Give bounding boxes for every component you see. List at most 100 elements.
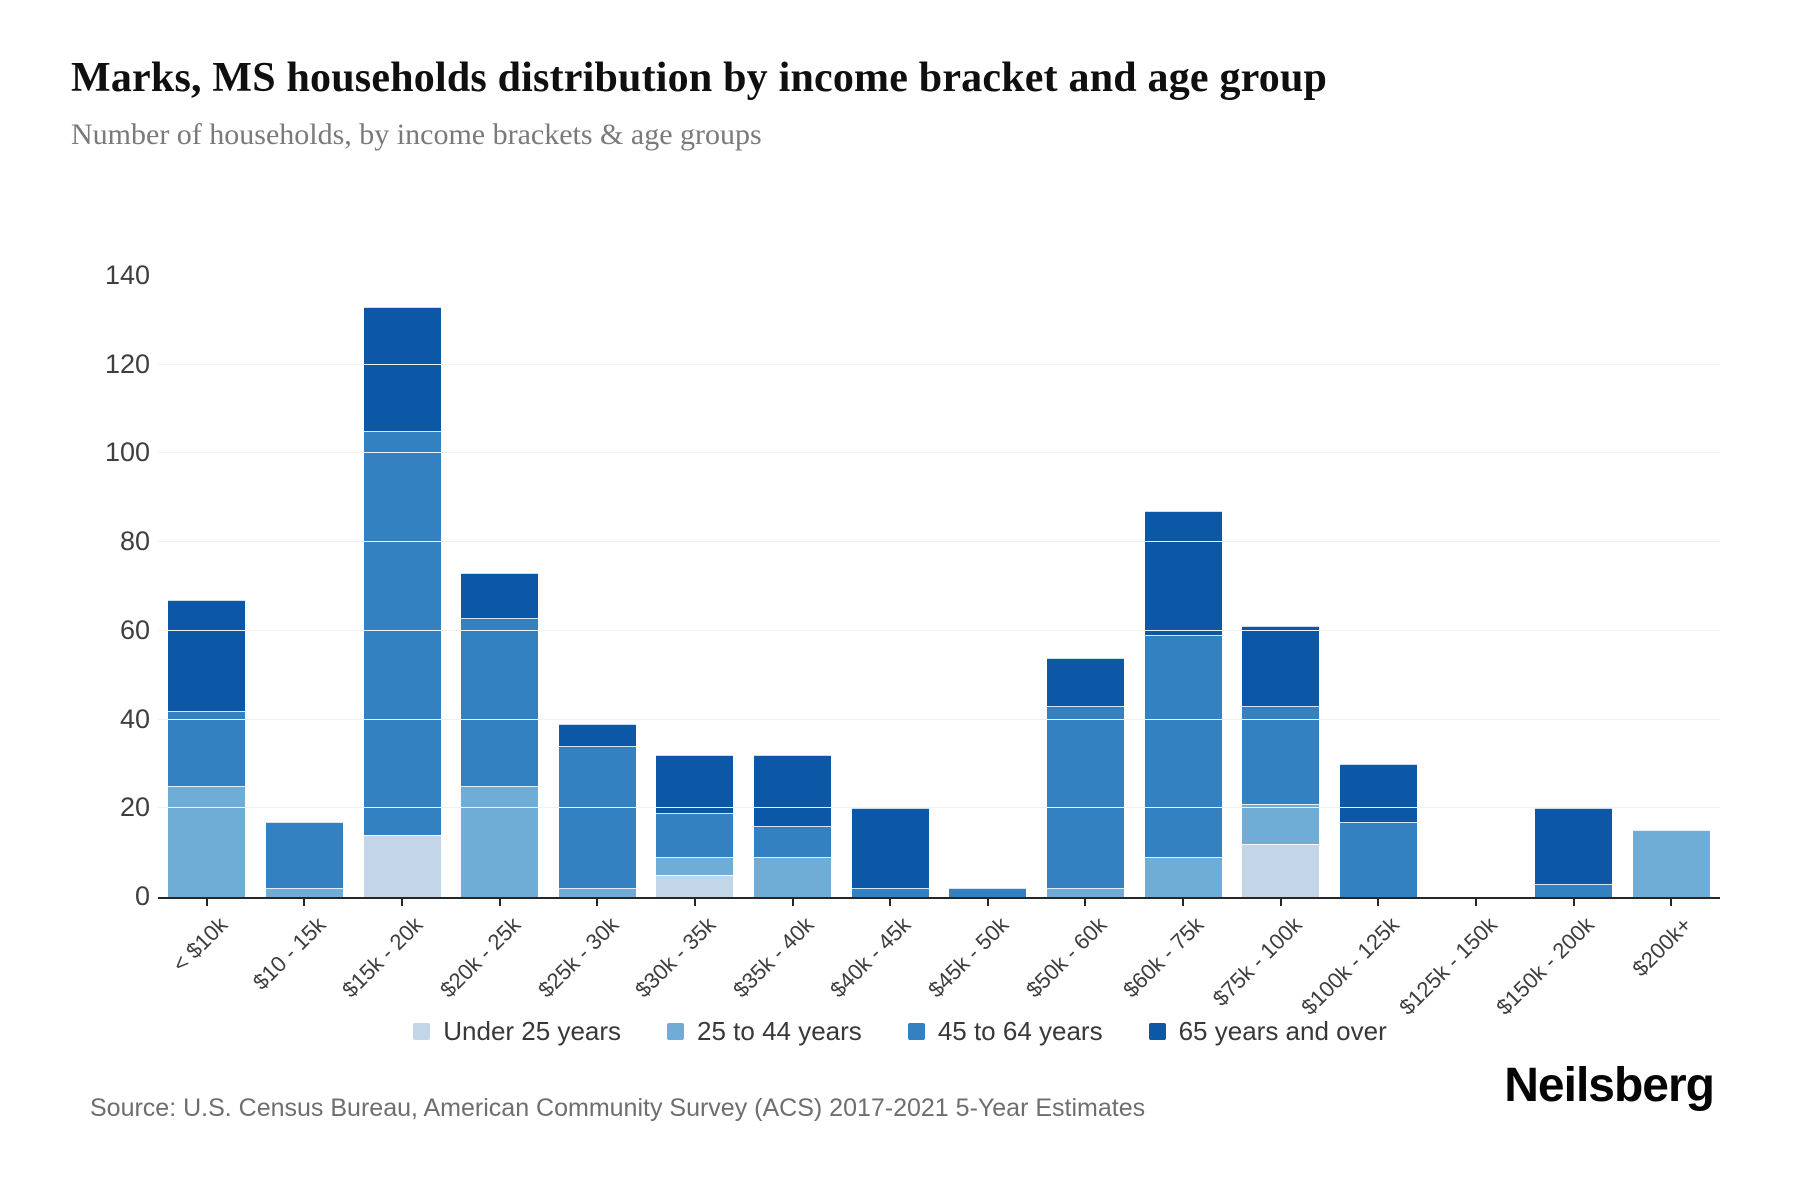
bar-segment[interactable] (265, 888, 343, 897)
bar-segment[interactable] (363, 834, 441, 897)
page-title: Marks, MS households distribution by inc… (71, 55, 1328, 101)
bar-segment[interactable] (1242, 706, 1320, 804)
gridline (158, 452, 1720, 454)
chart-plot-area (158, 276, 1720, 899)
bar-segment[interactable] (1632, 830, 1710, 897)
legend-swatch-icon (1148, 1023, 1166, 1040)
bar-segment[interactable] (265, 821, 343, 889)
y-axis-label: 40 (119, 703, 150, 734)
page-subtitle: Number of households, by income brackets… (71, 118, 762, 151)
legend-item[interactable]: 25 to 44 years (667, 1016, 862, 1047)
x-axis-label: $125k - 150k (1393, 912, 1502, 1020)
stacked-bar-8[interactable] (851, 808, 929, 897)
gridline (158, 541, 1720, 543)
bar-slot (353, 276, 451, 897)
bar-segment[interactable] (1242, 626, 1320, 707)
legend-swatch-icon (667, 1023, 685, 1040)
stacked-bar-13[interactable] (1339, 763, 1417, 897)
bar-segment[interactable] (851, 888, 929, 897)
bar-segment[interactable] (1046, 888, 1124, 897)
bar-segment[interactable] (461, 573, 539, 618)
bar-segment[interactable] (1144, 857, 1222, 897)
legend-item[interactable]: 65 years and over (1148, 1016, 1387, 1047)
bar-segment[interactable] (558, 888, 636, 897)
bar-segment[interactable] (1242, 843, 1320, 897)
stacked-bar-16[interactable] (1632, 830, 1710, 897)
bar-segment[interactable] (656, 812, 734, 858)
bars-container (158, 276, 1720, 897)
stacked-bar-12[interactable] (1242, 626, 1320, 897)
bar-slot (158, 276, 256, 897)
bar-segment[interactable] (656, 755, 734, 813)
y-axis-label: 60 (119, 614, 150, 645)
bar-slot (1525, 276, 1623, 897)
x-axis-label: $15k - 20k (337, 912, 428, 1003)
bar-segment[interactable] (363, 431, 441, 835)
legend-label: 25 to 44 years (697, 1016, 862, 1046)
bar-segment[interactable] (1144, 635, 1222, 858)
legend-swatch-icon (413, 1023, 431, 1040)
stacked-bar-5[interactable] (558, 724, 636, 897)
y-axis-label: 100 (104, 437, 150, 468)
bar-segment[interactable] (1144, 511, 1222, 636)
x-axis-label: $45k - 50k (923, 912, 1014, 1003)
bar-segment[interactable] (168, 786, 246, 897)
bar-slot (1427, 276, 1525, 897)
stacked-bar-4[interactable] (461, 573, 539, 897)
stacked-bar-10[interactable] (1046, 657, 1124, 897)
x-axis-tick (1279, 899, 1282, 906)
source-note: Source: U.S. Census Bureau, American Com… (90, 1094, 1146, 1122)
stacked-bar-15[interactable] (1535, 808, 1613, 897)
stacked-bar-3[interactable] (363, 307, 441, 897)
bar-segment[interactable] (1535, 808, 1613, 884)
bar-segment[interactable] (558, 724, 636, 747)
x-axis-label: $35k - 40k (727, 912, 819, 1003)
bar-segment[interactable] (754, 826, 832, 858)
gridline (158, 363, 1720, 365)
stacked-bar-7[interactable] (754, 755, 832, 897)
bar-slot (744, 276, 842, 897)
bar-segment[interactable] (461, 617, 539, 787)
legend-item[interactable]: 45 to 64 years (907, 1016, 1103, 1047)
bar-segment[interactable] (1339, 763, 1417, 822)
chart-legend: Under 25 years 25 to 44 years 45 to 64 yea… (0, 1016, 1800, 1047)
brand-logo: Neilsberg (1504, 1059, 1715, 1112)
legend-item[interactable]: Under 25 years (413, 1016, 621, 1047)
bar-segment[interactable] (656, 874, 734, 897)
x-axis-label: $20k - 25k (435, 912, 526, 1003)
bar-segment[interactable] (754, 755, 832, 827)
gridline (158, 718, 1720, 720)
bar-segment[interactable] (1046, 706, 1124, 889)
stacked-bar-9[interactable] (949, 888, 1027, 897)
x-axis-label: $10 - 15k (247, 912, 331, 995)
y-axis-label: 20 (119, 792, 150, 823)
bar-segment[interactable] (168, 599, 246, 711)
x-axis-label: $150k - 200k (1491, 912, 1600, 1020)
bar-segment[interactable] (168, 710, 246, 787)
bar-segment[interactable] (949, 888, 1027, 897)
bar-segment[interactable] (558, 746, 636, 889)
x-axis-tick (1572, 899, 1575, 906)
bar-segment[interactable] (1535, 883, 1613, 897)
y-axis-label: 140 (104, 260, 150, 290)
legend-swatch-icon (907, 1023, 925, 1040)
bar-segment[interactable] (1046, 657, 1124, 707)
bar-segment[interactable] (851, 808, 929, 889)
stacked-bar-6[interactable] (656, 755, 734, 897)
bar-segment[interactable] (754, 857, 832, 897)
bar-segment[interactable] (1339, 821, 1417, 897)
x-axis-tick (889, 899, 892, 906)
bar-segment[interactable] (363, 307, 441, 432)
y-axis-label: 120 (104, 348, 150, 379)
stacked-bar-11[interactable] (1144, 511, 1222, 897)
bar-slot (646, 276, 744, 897)
bar-segment[interactable] (1242, 803, 1320, 844)
stacked-bar-1[interactable] (168, 599, 246, 897)
bar-segment[interactable] (461, 786, 539, 897)
x-axis-tick (401, 899, 404, 906)
bar-segment[interactable] (656, 857, 734, 875)
x-axis-tick (303, 899, 306, 906)
x-axis-tick (791, 899, 794, 906)
x-axis-label: $40k - 45k (825, 912, 916, 1003)
stacked-bar-2[interactable] (265, 821, 343, 897)
